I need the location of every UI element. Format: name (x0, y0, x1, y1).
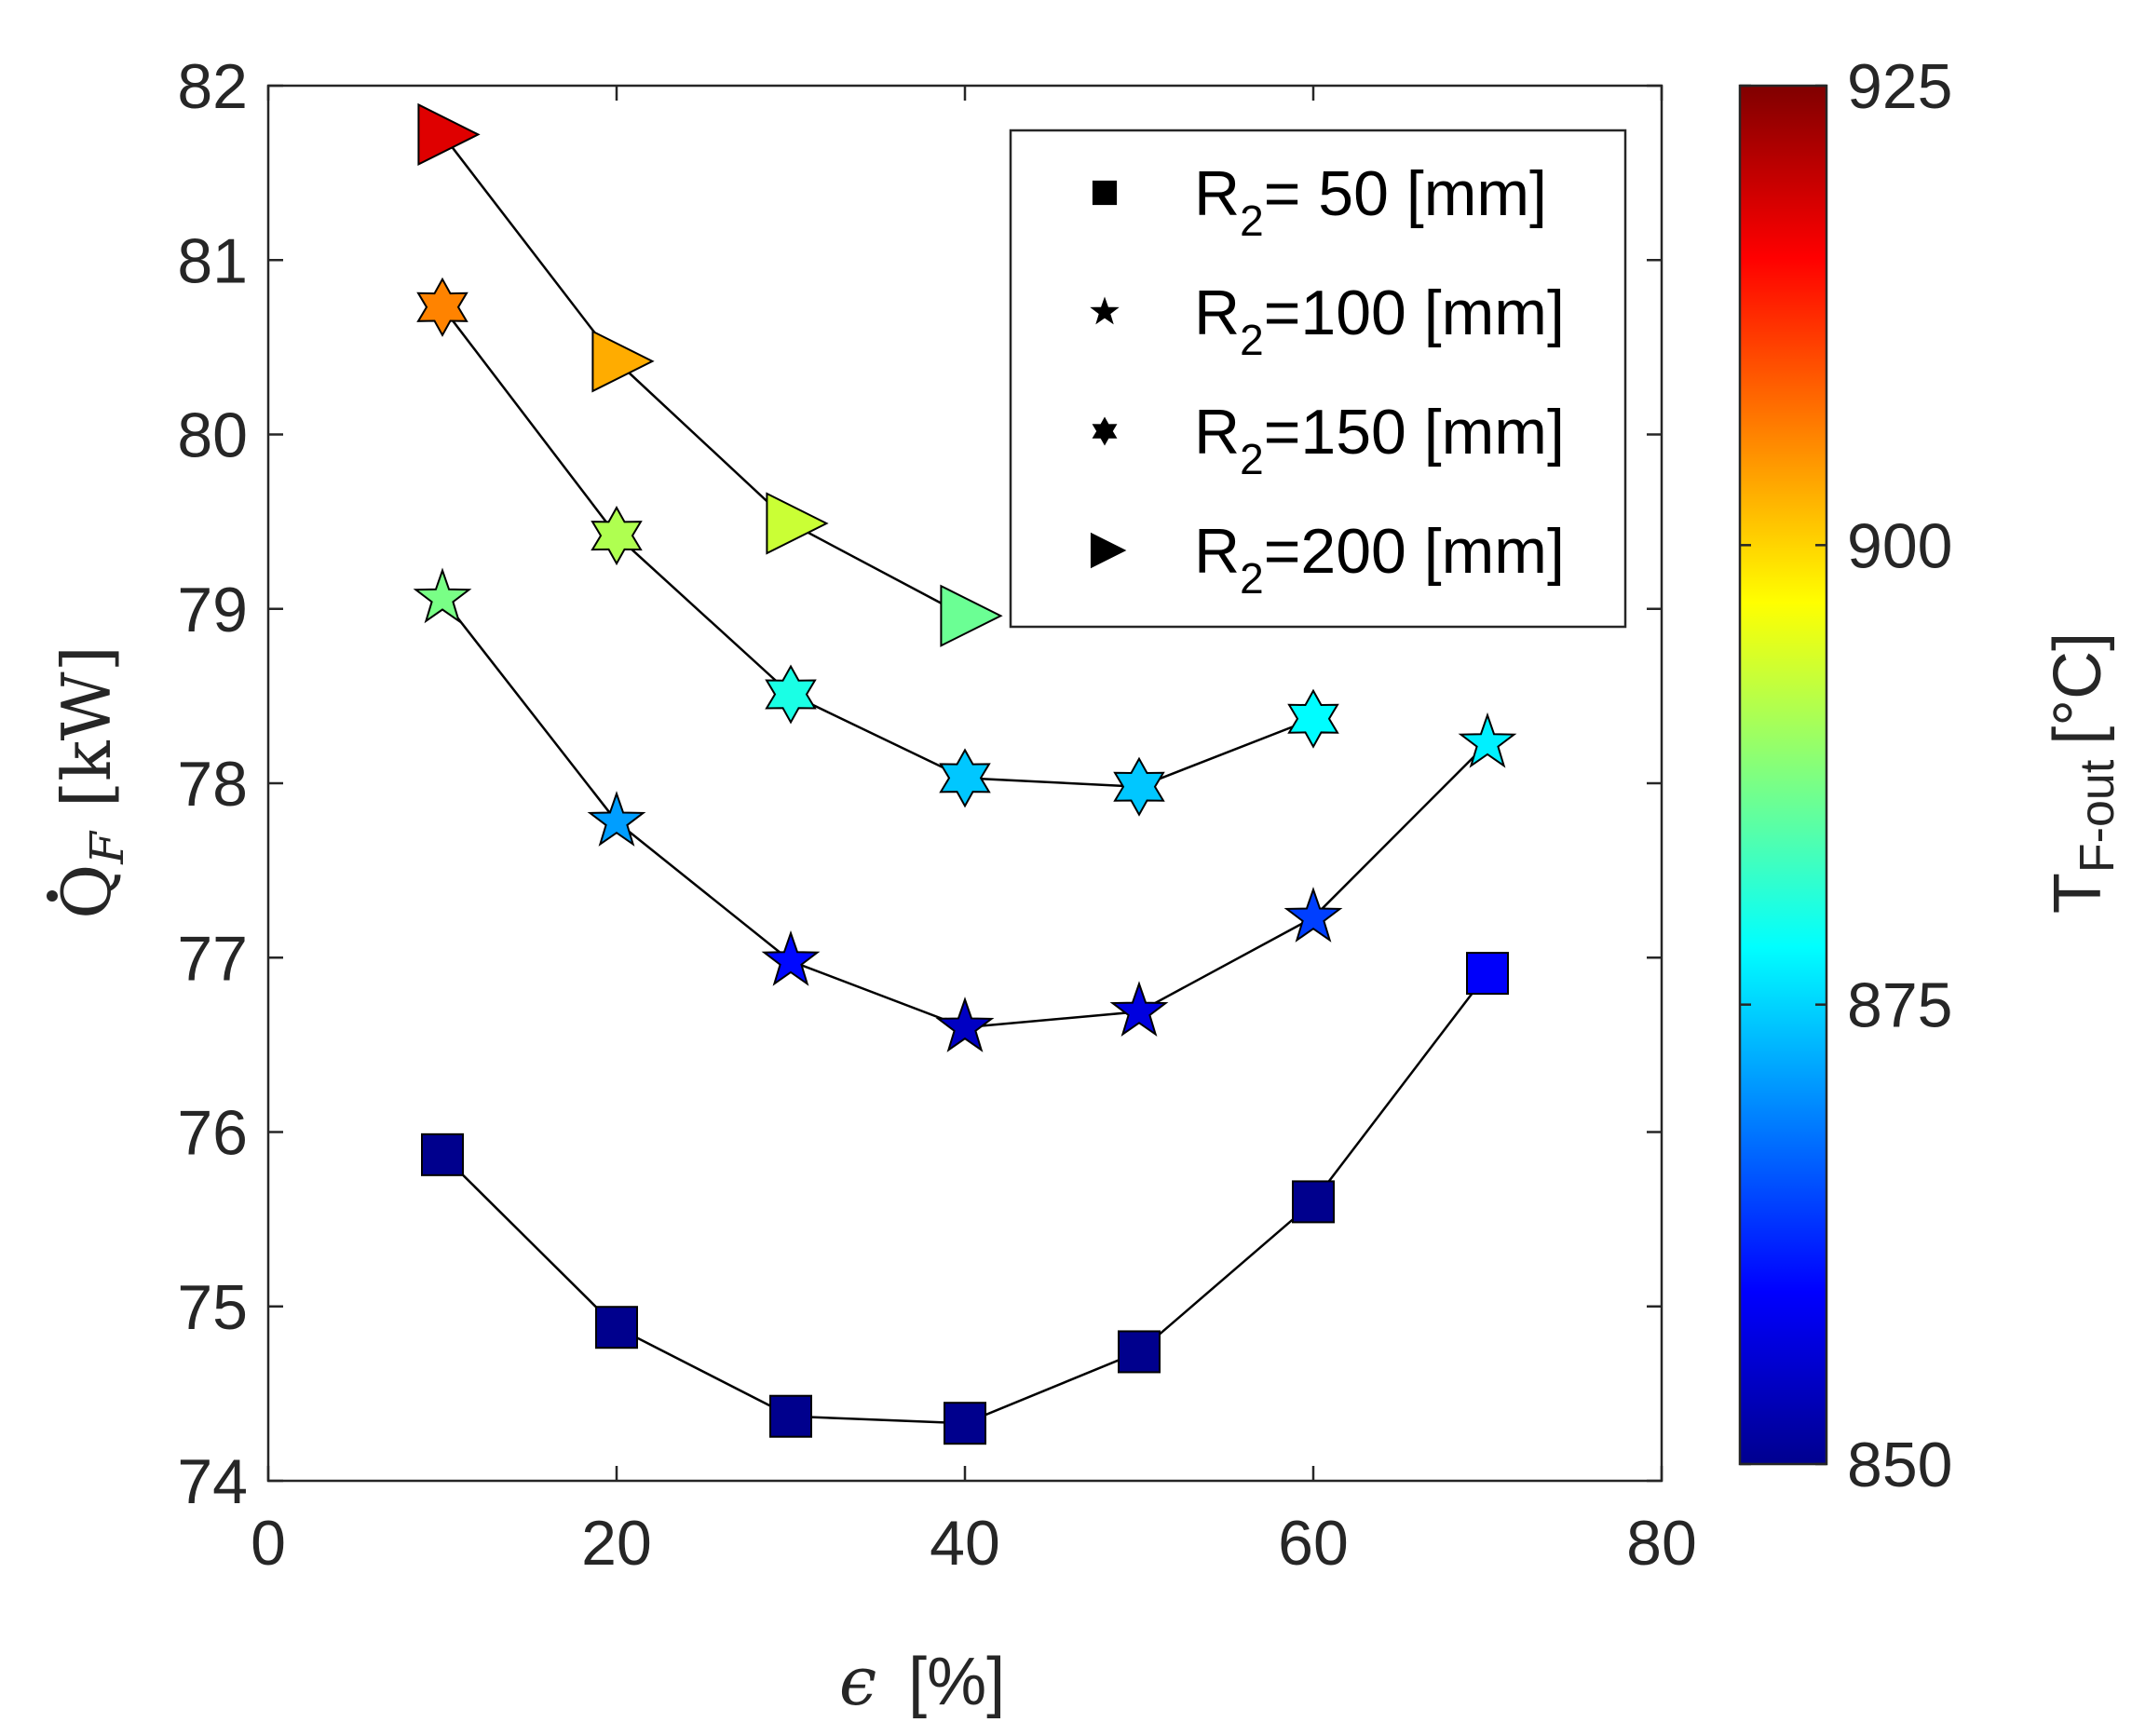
y-tick-label: 76 (177, 1098, 248, 1169)
colorbar-ticks: 850 875 900 925 (1740, 51, 1952, 1500)
x-axis-ticks: 0 20 40 60 80 (251, 86, 1697, 1579)
data-point (761, 929, 821, 986)
legend-label: R2=200 [mm] (1194, 516, 1565, 603)
data-point (944, 1402, 986, 1445)
legend-marker (1092, 180, 1118, 206)
y-tick-label: 82 (177, 51, 248, 122)
x-tick-label: 0 (251, 1508, 286, 1579)
data-point (940, 584, 1003, 647)
data-point (1118, 1330, 1161, 1374)
x-tick-label: 80 (1626, 1508, 1697, 1579)
colorbar-tick-label: 900 (1847, 510, 1952, 581)
series-line (441, 133, 966, 617)
legend-label: R2= 50 [mm] (1194, 158, 1547, 245)
y-tick-label: 78 (177, 749, 248, 820)
y-tick-label: 75 (177, 1272, 248, 1343)
data-point (587, 791, 646, 847)
data-point (1113, 756, 1165, 817)
data-point (1283, 887, 1343, 943)
data-point (591, 330, 655, 393)
y-tick-label: 81 (177, 225, 248, 296)
colorbar-gradient (1738, 84, 1828, 1466)
data-point (935, 997, 995, 1052)
data-point (1109, 981, 1169, 1038)
legend-marker (1090, 296, 1120, 325)
svg-text:QF[kW]: QF [kW] (48, 645, 134, 919)
y-tick-label: 80 (177, 400, 248, 471)
y-axis-symbol: Q (48, 864, 126, 919)
data-point (421, 1132, 464, 1176)
legend-marker (1092, 416, 1118, 446)
y-axis-dot (47, 890, 58, 902)
data-point (1287, 688, 1339, 749)
data-point (1466, 952, 1509, 996)
legend-label: R2=100 [mm] (1194, 278, 1565, 364)
x-axis-title: ϵ [%] (839, 1642, 1005, 1720)
colorbar-tick-label: 875 (1847, 970, 1952, 1041)
data-point (939, 748, 991, 808)
series-markers (413, 102, 1517, 1445)
y-axis-title: QF [kW] (47, 645, 134, 919)
data-point (1292, 1180, 1335, 1224)
data-point (766, 492, 829, 555)
x-tick-label: 20 (581, 1508, 652, 1579)
data-point (416, 277, 468, 337)
y-axis-unit: [kW] (48, 645, 126, 807)
colorbar-tick-label: 850 (1847, 1430, 1952, 1500)
data-point (765, 664, 817, 725)
legend-marker (1090, 532, 1127, 569)
data-point (1458, 712, 1517, 768)
y-tick-label: 79 (177, 575, 248, 645)
colorbar-tick-label: 925 (1847, 51, 1952, 122)
x-tick-label: 40 (930, 1508, 1000, 1579)
data-point (591, 506, 643, 566)
legend: R2= 50 [mm] R2=100 [mm] R2=150 [mm] R2=200 … (1009, 129, 1627, 629)
data-point (595, 1306, 638, 1349)
data-point (769, 1394, 812, 1438)
y-axis-subscript: F (80, 830, 134, 865)
x-tick-label: 60 (1278, 1508, 1349, 1579)
data-point (413, 567, 472, 624)
legend-label: R2=150 [mm] (1194, 397, 1565, 483)
y-tick-label: 77 (177, 923, 248, 994)
y-tick-label: 74 (177, 1446, 248, 1517)
colorbar: 850 875 900 925 TF-out[°C] (1738, 51, 2125, 1500)
series-line (441, 306, 1314, 789)
colorbar-title: TF-out[°C] (2041, 632, 2125, 914)
y-axis-ticks: 74 75 76 77 78 79 80 81 82 (177, 51, 1662, 1517)
data-point (417, 102, 481, 167)
